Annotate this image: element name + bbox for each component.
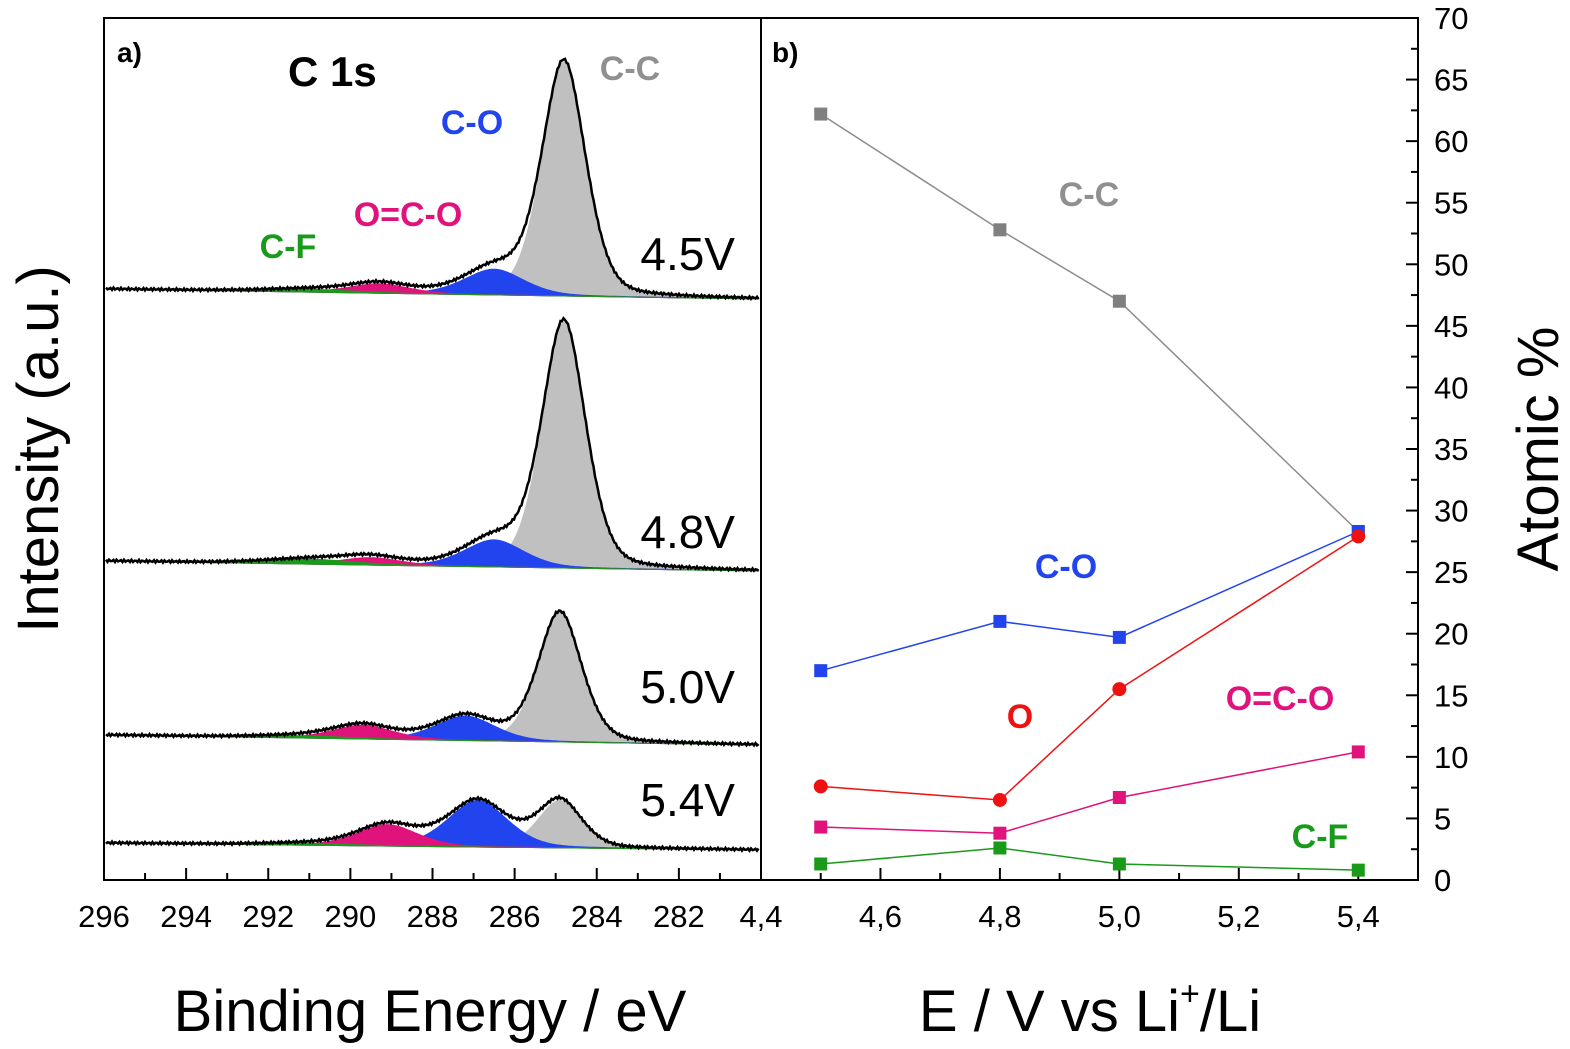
series-point-c-f <box>1351 863 1365 877</box>
series-point-c-f <box>1112 857 1126 871</box>
panel-a-y-axis-title: Intensity (a.u.) <box>6 265 71 632</box>
panel-a-x-axis-title: Binding Energy / eV <box>174 979 687 1044</box>
series-point-o <box>813 779 828 794</box>
panel-a-annotation-c-o: C-O <box>441 104 503 142</box>
panel-b-series-labels: C-C C-O O O=C-O C-F <box>1007 176 1349 856</box>
panel-b-series <box>813 107 1366 877</box>
panel-a-annotations: C-C C-O O=C-O C-F <box>260 50 661 266</box>
panel-a-spectra: 296 294 292 290 288 286 284 282 a) C 1s 4.5V 4.8… <box>6 17 762 1044</box>
series-line-c-c <box>820 113 1359 533</box>
panel-b-x-axis-title-tail: /Li <box>1200 979 1261 1044</box>
series-line-o-c-o <box>820 751 1359 834</box>
panel-b-x-tick-label: 5,0 <box>1098 899 1141 934</box>
panel-a-x-tick-label: 288 <box>407 899 459 934</box>
panel-a-x-tick-label: 290 <box>325 899 377 934</box>
series-point-c-o <box>993 614 1007 628</box>
series-point-o <box>1351 529 1366 544</box>
panel-a-title: C 1s <box>288 48 377 95</box>
panel-a-x-tick-label: 296 <box>78 899 130 934</box>
series-point-c-o <box>814 664 828 678</box>
panel-b-y-tick-label: 30 <box>1434 494 1468 529</box>
panel-a-x-tick-label: 284 <box>571 899 623 934</box>
series-point-o-c-o <box>1112 790 1126 804</box>
spectrum-voltage-label: 4.5V <box>640 228 735 280</box>
panel-b-y-tick-label: 25 <box>1434 555 1468 590</box>
spectrum-voltage-label: 5.4V <box>640 774 735 826</box>
panel-b-x-axis-title: E / V vs Li+/Li <box>919 975 1261 1044</box>
spectrum-voltage-label: 5.0V <box>640 661 735 713</box>
panel-b-y-tick-label: 60 <box>1434 124 1468 159</box>
spectrum-voltage-label: 4.8V <box>640 506 735 558</box>
panel-a-x-ticks: 296 294 292 290 288 286 284 282 <box>78 868 721 934</box>
panel-a-stack-labels: 4.5V 4.8V 5.0V 5.4V <box>640 228 735 826</box>
panel-b-y-tick-label: 35 <box>1434 432 1468 467</box>
series-point-o-c-o <box>814 820 828 834</box>
panel-b-x-tick-label: 4,4 <box>739 899 782 934</box>
panel-b-y-tick-label: 20 <box>1434 617 1468 652</box>
series-point-c-c <box>814 107 828 121</box>
panel-b-x-ticks: 4,4 4,6 4,8 5,0 5,2 5,4 <box>739 868 1380 934</box>
panel-b-atomic-percent: 4,4 4,6 4,8 5,0 5,2 5,4 0 5 10 15 20 25 30 35 40 45 50 5… <box>739 1 1570 1044</box>
series-label-o-c-o: O=C-O <box>1226 680 1335 718</box>
panel-a-x-tick-label: 286 <box>489 899 541 934</box>
panel-b-y-tick-label: 0 <box>1434 863 1451 898</box>
panel-b-x-tick-label: 5,2 <box>1217 899 1260 934</box>
panel-a-x-tick-label: 294 <box>160 899 212 934</box>
series-point-c-f <box>993 841 1007 855</box>
panel-b-y-tick-label: 5 <box>1434 801 1451 836</box>
panel-b-x-tick-label: 5,4 <box>1337 899 1380 934</box>
spectrum-4.5V-envelope <box>105 57 760 302</box>
series-point-c-f <box>814 857 828 871</box>
panel-b-y-tick-label: 70 <box>1434 1 1468 36</box>
panel-b-y-tick-label: 50 <box>1434 247 1468 282</box>
spectrum-5.0V-envelope <box>105 609 760 748</box>
series-label-o: O <box>1007 698 1033 736</box>
spectrum-4.8V-envelope <box>104 316 760 573</box>
panel-a-annotation-c-c: C-C <box>600 50 660 88</box>
panel-a-x-tick-label: 292 <box>242 899 294 934</box>
series-point-o-c-o <box>1351 745 1365 759</box>
panel-b-y-tick-label: 15 <box>1434 678 1468 713</box>
series-label-c-o: C-O <box>1035 548 1097 586</box>
panel-a-annotation-c-f: C-F <box>260 228 317 266</box>
panel-b-y-tick-label: 45 <box>1434 309 1468 344</box>
series-point-c-o <box>1112 630 1126 644</box>
panel-b-x-axis-title-sup: + <box>1180 975 1200 1013</box>
panel-b-label: b) <box>772 37 798 68</box>
series-point-c-c <box>1112 294 1126 308</box>
series-point-o <box>1112 682 1127 697</box>
panel-a-envelopes <box>104 57 760 853</box>
panel-a-label: a) <box>117 37 142 68</box>
series-point-o-c-o <box>993 826 1007 840</box>
panel-a-annotation-o-c-o: O=C-O <box>354 196 463 234</box>
series-line-c-f <box>820 847 1359 871</box>
panel-b-y-tick-label: 40 <box>1434 370 1468 405</box>
panel-b-x-tick-label: 4,6 <box>859 899 902 934</box>
panel-b-y-tick-label: 65 <box>1434 63 1468 98</box>
panel-b-y-ticks: 0 5 10 15 20 25 30 35 40 45 50 55 60 65 70 <box>1406 1 1468 898</box>
series-label-c-c: C-C <box>1059 176 1119 214</box>
panel-a-x-tick-label: 282 <box>653 899 705 934</box>
series-point-o <box>992 792 1007 807</box>
panel-b-y-tick-label: 10 <box>1434 740 1468 775</box>
panel-b-x-tick-label: 4,8 <box>978 899 1021 934</box>
panel-b-y-axis-title: Atomic % <box>1506 327 1570 572</box>
panel-b-x-axis-title-main: E / V vs Li <box>919 979 1180 1044</box>
series-label-c-f: C-F <box>1292 818 1349 856</box>
series-line-c-o <box>820 530 1359 672</box>
panel-b-y-tick-label: 55 <box>1434 186 1468 221</box>
series-line-o <box>820 535 1359 801</box>
spectrum-5.4V-envelope <box>105 793 760 853</box>
series-point-c-c <box>993 223 1007 237</box>
